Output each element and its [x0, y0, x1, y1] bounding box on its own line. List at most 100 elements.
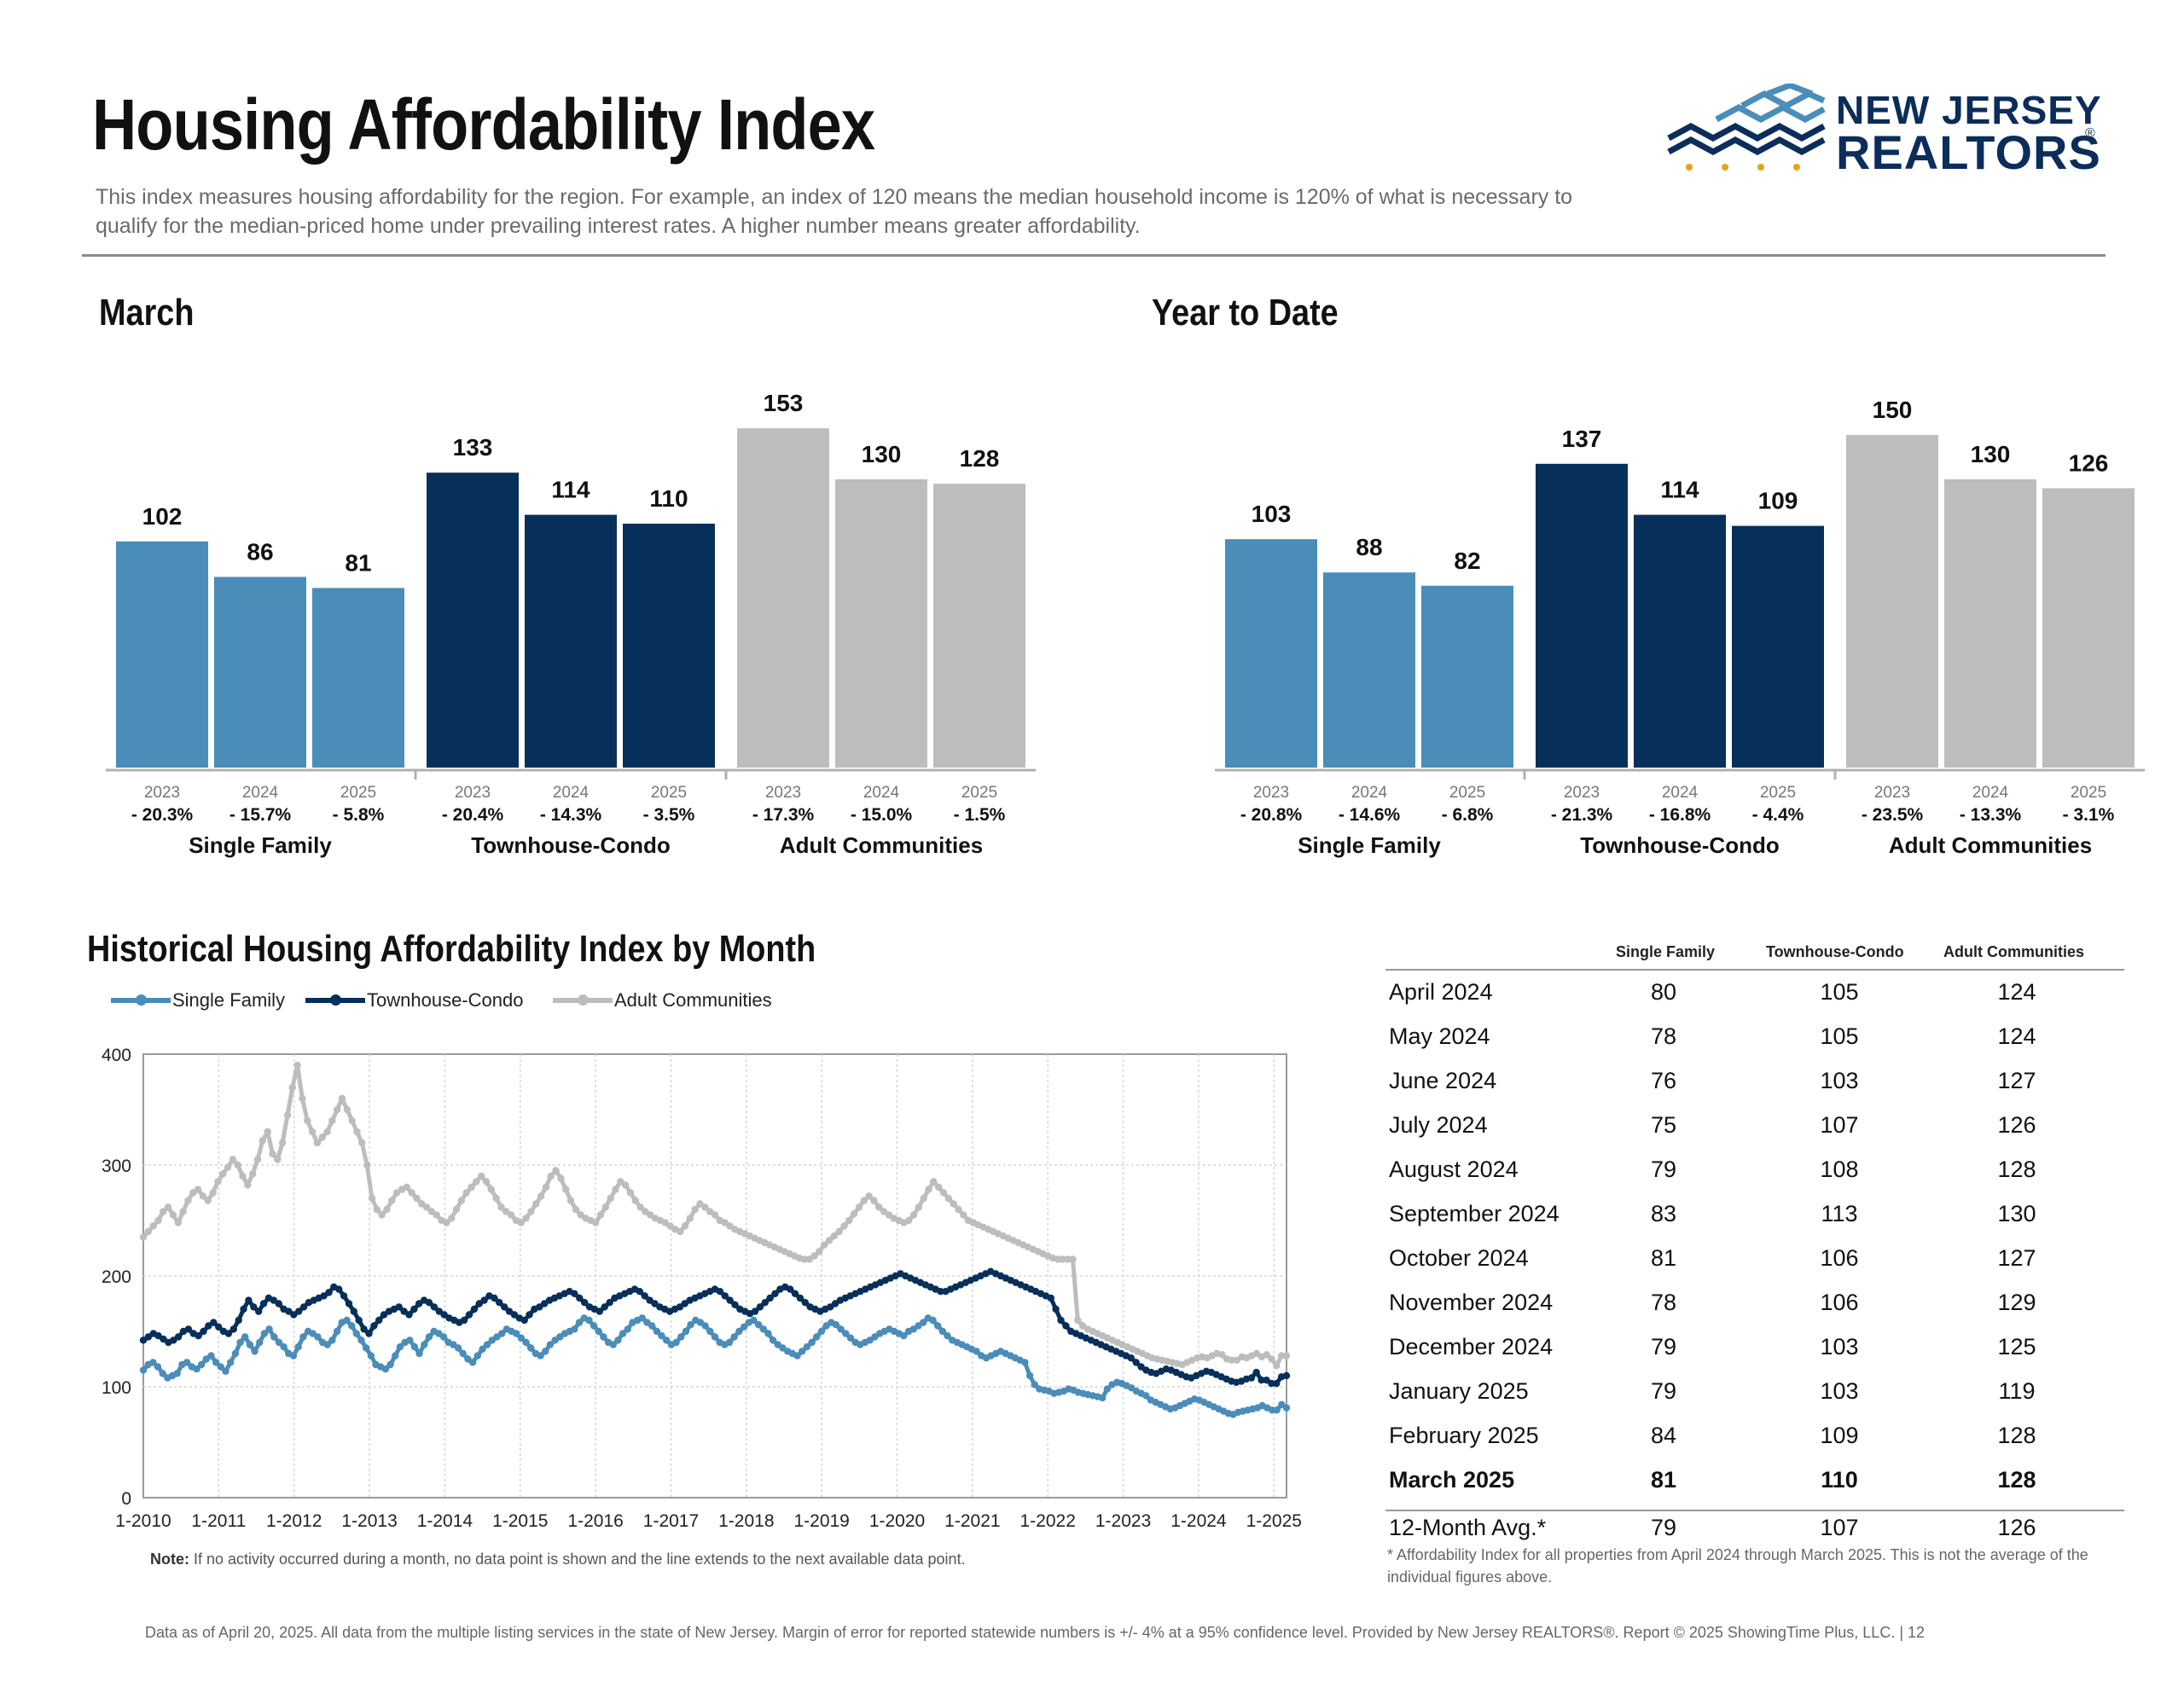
data-point [195, 1332, 202, 1340]
data-point [791, 1290, 799, 1297]
data-point [299, 1094, 306, 1103]
y-tick-label: 300 [102, 1157, 131, 1176]
data-point [144, 1333, 153, 1341]
data-point [681, 1222, 689, 1230]
x-tick-label: 1-2023 [1095, 1511, 1151, 1531]
data-point [260, 1330, 269, 1337]
data-point [832, 1321, 840, 1329]
data-point [526, 1311, 533, 1319]
x-tick-label: 1-2018 [718, 1511, 774, 1531]
data-point [754, 1321, 763, 1329]
pct-change-label: - 20.8% [1240, 805, 1303, 825]
data-point [443, 1219, 450, 1226]
data-point [536, 1303, 543, 1311]
table-cell-townhouse-condo: 113 [1821, 1201, 1858, 1226]
table-cell-adult-communities: 124 [1997, 1023, 2036, 1049]
data-point [1078, 1322, 1087, 1330]
table-row: October 2024 81 106 127 [1385, 1245, 2124, 1290]
data-point [386, 1360, 394, 1369]
data-point [900, 1332, 908, 1340]
data-point [701, 1203, 709, 1211]
group-label: Adult Communities [1889, 832, 2092, 858]
data-point [381, 1365, 390, 1373]
data-point [154, 1363, 162, 1371]
data-point [1268, 1355, 1275, 1363]
data-point [193, 1365, 200, 1373]
data-point [304, 1116, 311, 1125]
data-point [491, 1294, 498, 1302]
data-point [144, 1227, 152, 1236]
pct-change-label: - 6.8% [1442, 805, 1494, 825]
historical-line-chart: 0 100 200 300 400 1-2010 1-2011 1-2012 1-2013 1-2… [102, 1046, 1302, 1531]
data-point [408, 1189, 415, 1197]
data-point [139, 1366, 148, 1374]
data-point [440, 1311, 448, 1319]
bar-value-label: 128 [960, 445, 1000, 472]
data-point [388, 1197, 396, 1204]
y-tick-label: 200 [102, 1267, 131, 1287]
table-cell-single-family: 79 [1650, 1334, 1677, 1359]
data-point [950, 1200, 957, 1208]
data-point [460, 1316, 468, 1325]
data-point [184, 1325, 193, 1333]
data-point [517, 1219, 525, 1226]
data-point [813, 1333, 821, 1341]
table-cell-adult-communities: 128 [1997, 1157, 2036, 1182]
data-point [410, 1305, 418, 1313]
data-point [716, 1288, 724, 1296]
pct-change-label: - 23.5% [1862, 805, 1924, 825]
historical-section-title: Historical Housing Affordability Index b… [87, 928, 816, 970]
ytd-bar-chart: 103 2023 - 20.8% 88 2024 - 14.6% 82 2025 - 6.8%S… [1215, 397, 2145, 858]
data-point [159, 1370, 166, 1377]
bar [1846, 435, 1938, 768]
year-tick-label: 2024 [553, 784, 590, 802]
data-point [264, 1128, 271, 1136]
data-point [465, 1311, 473, 1319]
data-point [353, 1128, 361, 1136]
data-point [522, 1215, 530, 1222]
data-point [383, 1205, 391, 1214]
data-point [1064, 1255, 1072, 1263]
data-point [251, 1348, 258, 1355]
data-point [234, 1161, 241, 1169]
bar-value-label: 150 [1873, 397, 1913, 423]
table-row: May 2024 78 105 124 [1385, 1023, 2124, 1068]
y-tick-label: 400 [102, 1046, 131, 1065]
data-point [641, 1292, 648, 1300]
group-label: Single Family [189, 832, 332, 858]
data-point [1252, 1368, 1260, 1377]
data-point [1069, 1255, 1077, 1263]
data-point [219, 1170, 227, 1178]
data-point [522, 1338, 530, 1347]
data-point [585, 1316, 593, 1325]
data-point [576, 1294, 584, 1302]
note-text: If no activity occurred during a month, … [189, 1551, 966, 1568]
data-point [480, 1296, 488, 1304]
data-point [482, 1178, 491, 1186]
legend-townhouse-condo: Townhouse-Condo [305, 989, 523, 1012]
data-point [596, 1211, 605, 1219]
x-tick-label: 1-2012 [266, 1511, 322, 1531]
x-tick-label: 1-2016 [567, 1511, 623, 1531]
legend-swatch-single-family [111, 994, 171, 1006]
data-point [706, 1327, 714, 1336]
data-point [421, 1341, 428, 1348]
data-point [378, 1211, 386, 1219]
data-point [265, 1325, 273, 1333]
data-point [636, 1288, 643, 1296]
data-point [687, 1321, 694, 1329]
data-point [537, 1352, 544, 1359]
data-point [701, 1322, 709, 1330]
data-point [313, 1139, 322, 1147]
data-point [439, 1333, 448, 1341]
data-point [842, 1330, 850, 1337]
data-point [1031, 1381, 1038, 1388]
data-point [217, 1363, 224, 1371]
year-tick-label: 2023 [1564, 784, 1600, 802]
data-point [323, 1341, 331, 1348]
data-point [870, 1197, 878, 1204]
data-point [562, 1186, 570, 1193]
data-point [682, 1327, 690, 1336]
data-point [557, 1174, 565, 1182]
data-point [448, 1215, 456, 1222]
